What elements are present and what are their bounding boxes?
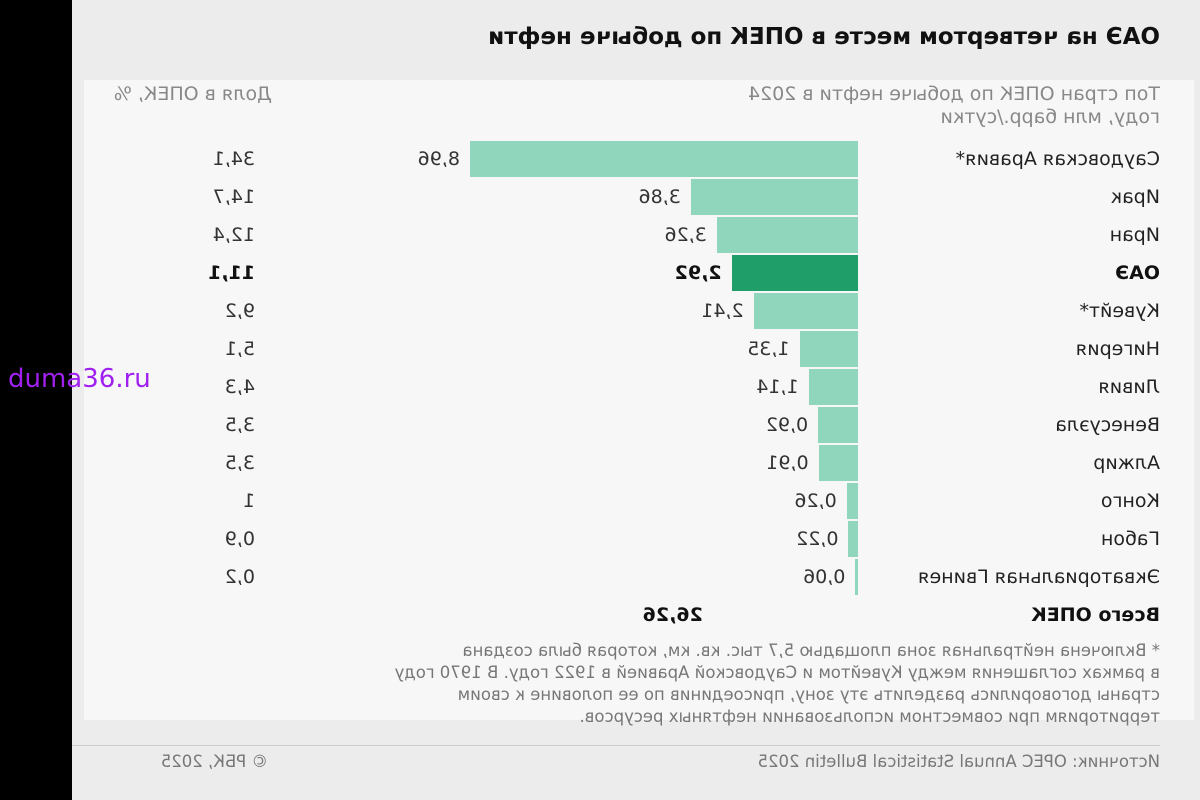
category-label: Алжир [1093,452,1160,474]
share-value: 3,5 [224,452,255,474]
copyright: © РБК, 2025 [160,752,268,771]
total-label: Всего ОПЕК [1031,604,1160,626]
share-value: 3,5 [224,414,255,436]
mirrored-chart: ОАЭ на четвертом месте в ОПЕК по добыче … [72,0,1200,800]
share-value: 0,2 [224,566,255,588]
share-value: 12,4 [212,224,255,246]
category-label: Габон [1101,528,1160,550]
share-value: 0,9 [224,528,255,550]
bar [848,521,858,557]
category-label: Кувейт* [1079,300,1160,322]
bar [690,179,858,215]
bar [716,217,858,253]
share-column-header: Доля в ОПЕК, % [113,83,272,105]
category-label: Экваториальная Гвинея [918,566,1160,588]
category-label: Ирак [1110,186,1160,208]
category-label: Ливия [1098,376,1160,398]
category-label: Конго [1100,490,1160,512]
chart-subtitle: Топ стран ОПЕК по добыче нефти в 2024 го… [747,83,1160,128]
content-panel [84,80,1194,720]
value-label: 2,92 [674,262,722,284]
value-label: 1,14 [756,376,799,398]
value-label: 0,26 [794,490,837,512]
divider [72,745,1160,746]
chart-title: ОАЭ на четвертом месте в ОПЕК по добыче … [488,24,1160,50]
value-label: 0,92 [765,414,809,436]
bar [808,369,858,405]
category-label: ОАЭ [1115,262,1160,284]
bar [799,331,858,367]
category-label: Иран [1109,224,1160,246]
bar [855,559,858,595]
value-label: 3,86 [638,186,681,208]
infographic-frame: ОАЭ на четвертом месте в ОПЕК по добыче … [72,0,1200,800]
value-label: 3,26 [664,224,707,246]
value-label: 1,35 [747,338,790,360]
footnote: * Включена нейтральная зона площадью 5,7… [394,641,1160,726]
value-label: 2,41 [701,300,744,322]
share-value: 9,2 [224,300,255,322]
bar [731,255,858,291]
value-label: 8,96 [417,148,460,170]
bar [846,483,858,519]
bar [818,445,858,481]
bar [470,141,858,177]
value-label: 0,91 [766,452,809,474]
share-value: 5,1 [224,338,255,360]
share-value: 1 [242,490,255,512]
share-value: 14,7 [212,186,255,208]
category-label: Нигерия [1075,338,1160,360]
share-value: 4,3 [224,376,255,398]
bar [818,407,858,443]
category-label: Саудовская Аравия* [955,148,1160,170]
share-value: 11,1 [208,262,255,284]
watermark: duma36.ru [8,364,151,394]
value-label: 0,06 [803,566,846,588]
category-label: Венесуэла [1055,414,1160,436]
bar [753,293,858,329]
share-value: 34,1 [212,148,255,170]
value-label: 0,22 [796,528,839,550]
total-value: 26,26 [642,604,703,626]
source-note: Источник: OPEC Annual Statistical Bullet… [757,752,1161,771]
